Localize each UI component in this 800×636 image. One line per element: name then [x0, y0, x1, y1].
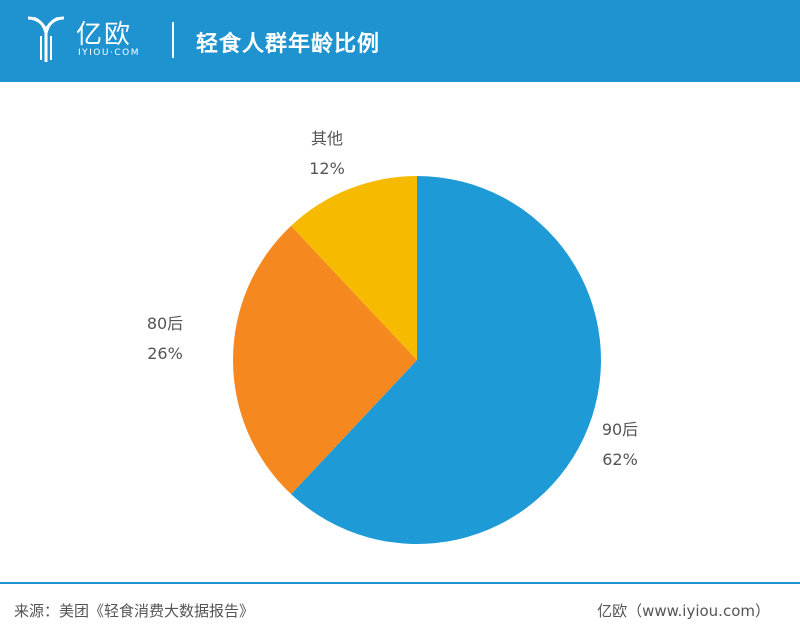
page-title: 轻食人群年龄比例 — [196, 32, 381, 57]
source-note: 来源：美团《轻食消费大数据报告》 — [14, 602, 255, 620]
brand-subtitle: IYIOU·COM — [78, 48, 140, 58]
slice-value-label: 26% — [147, 344, 183, 363]
slice-80s — [233, 225, 417, 495]
pie-chart: 90后 62% 80后 26% 其他 12% — [147, 129, 638, 544]
footer-divider — [0, 582, 800, 584]
slice-90s — [291, 176, 601, 544]
slice-category-label: 其他 — [311, 129, 343, 148]
header-divider — [172, 22, 174, 58]
slice-value-label: 12% — [309, 159, 345, 178]
brand-name: 亿欧 — [76, 20, 133, 50]
footer-brand: 亿欧（www.iyiou.com） — [597, 602, 770, 620]
slice-category-label: 80后 — [147, 314, 183, 333]
header-bar: 亿欧 IYIOU·COM 轻食人群年龄比例 — [0, 0, 800, 82]
iyiou-logo-icon — [27, 16, 65, 62]
slice-category-label: 90后 — [602, 420, 638, 439]
slice-other — [291, 176, 417, 360]
slice-value-label: 62% — [602, 450, 638, 469]
